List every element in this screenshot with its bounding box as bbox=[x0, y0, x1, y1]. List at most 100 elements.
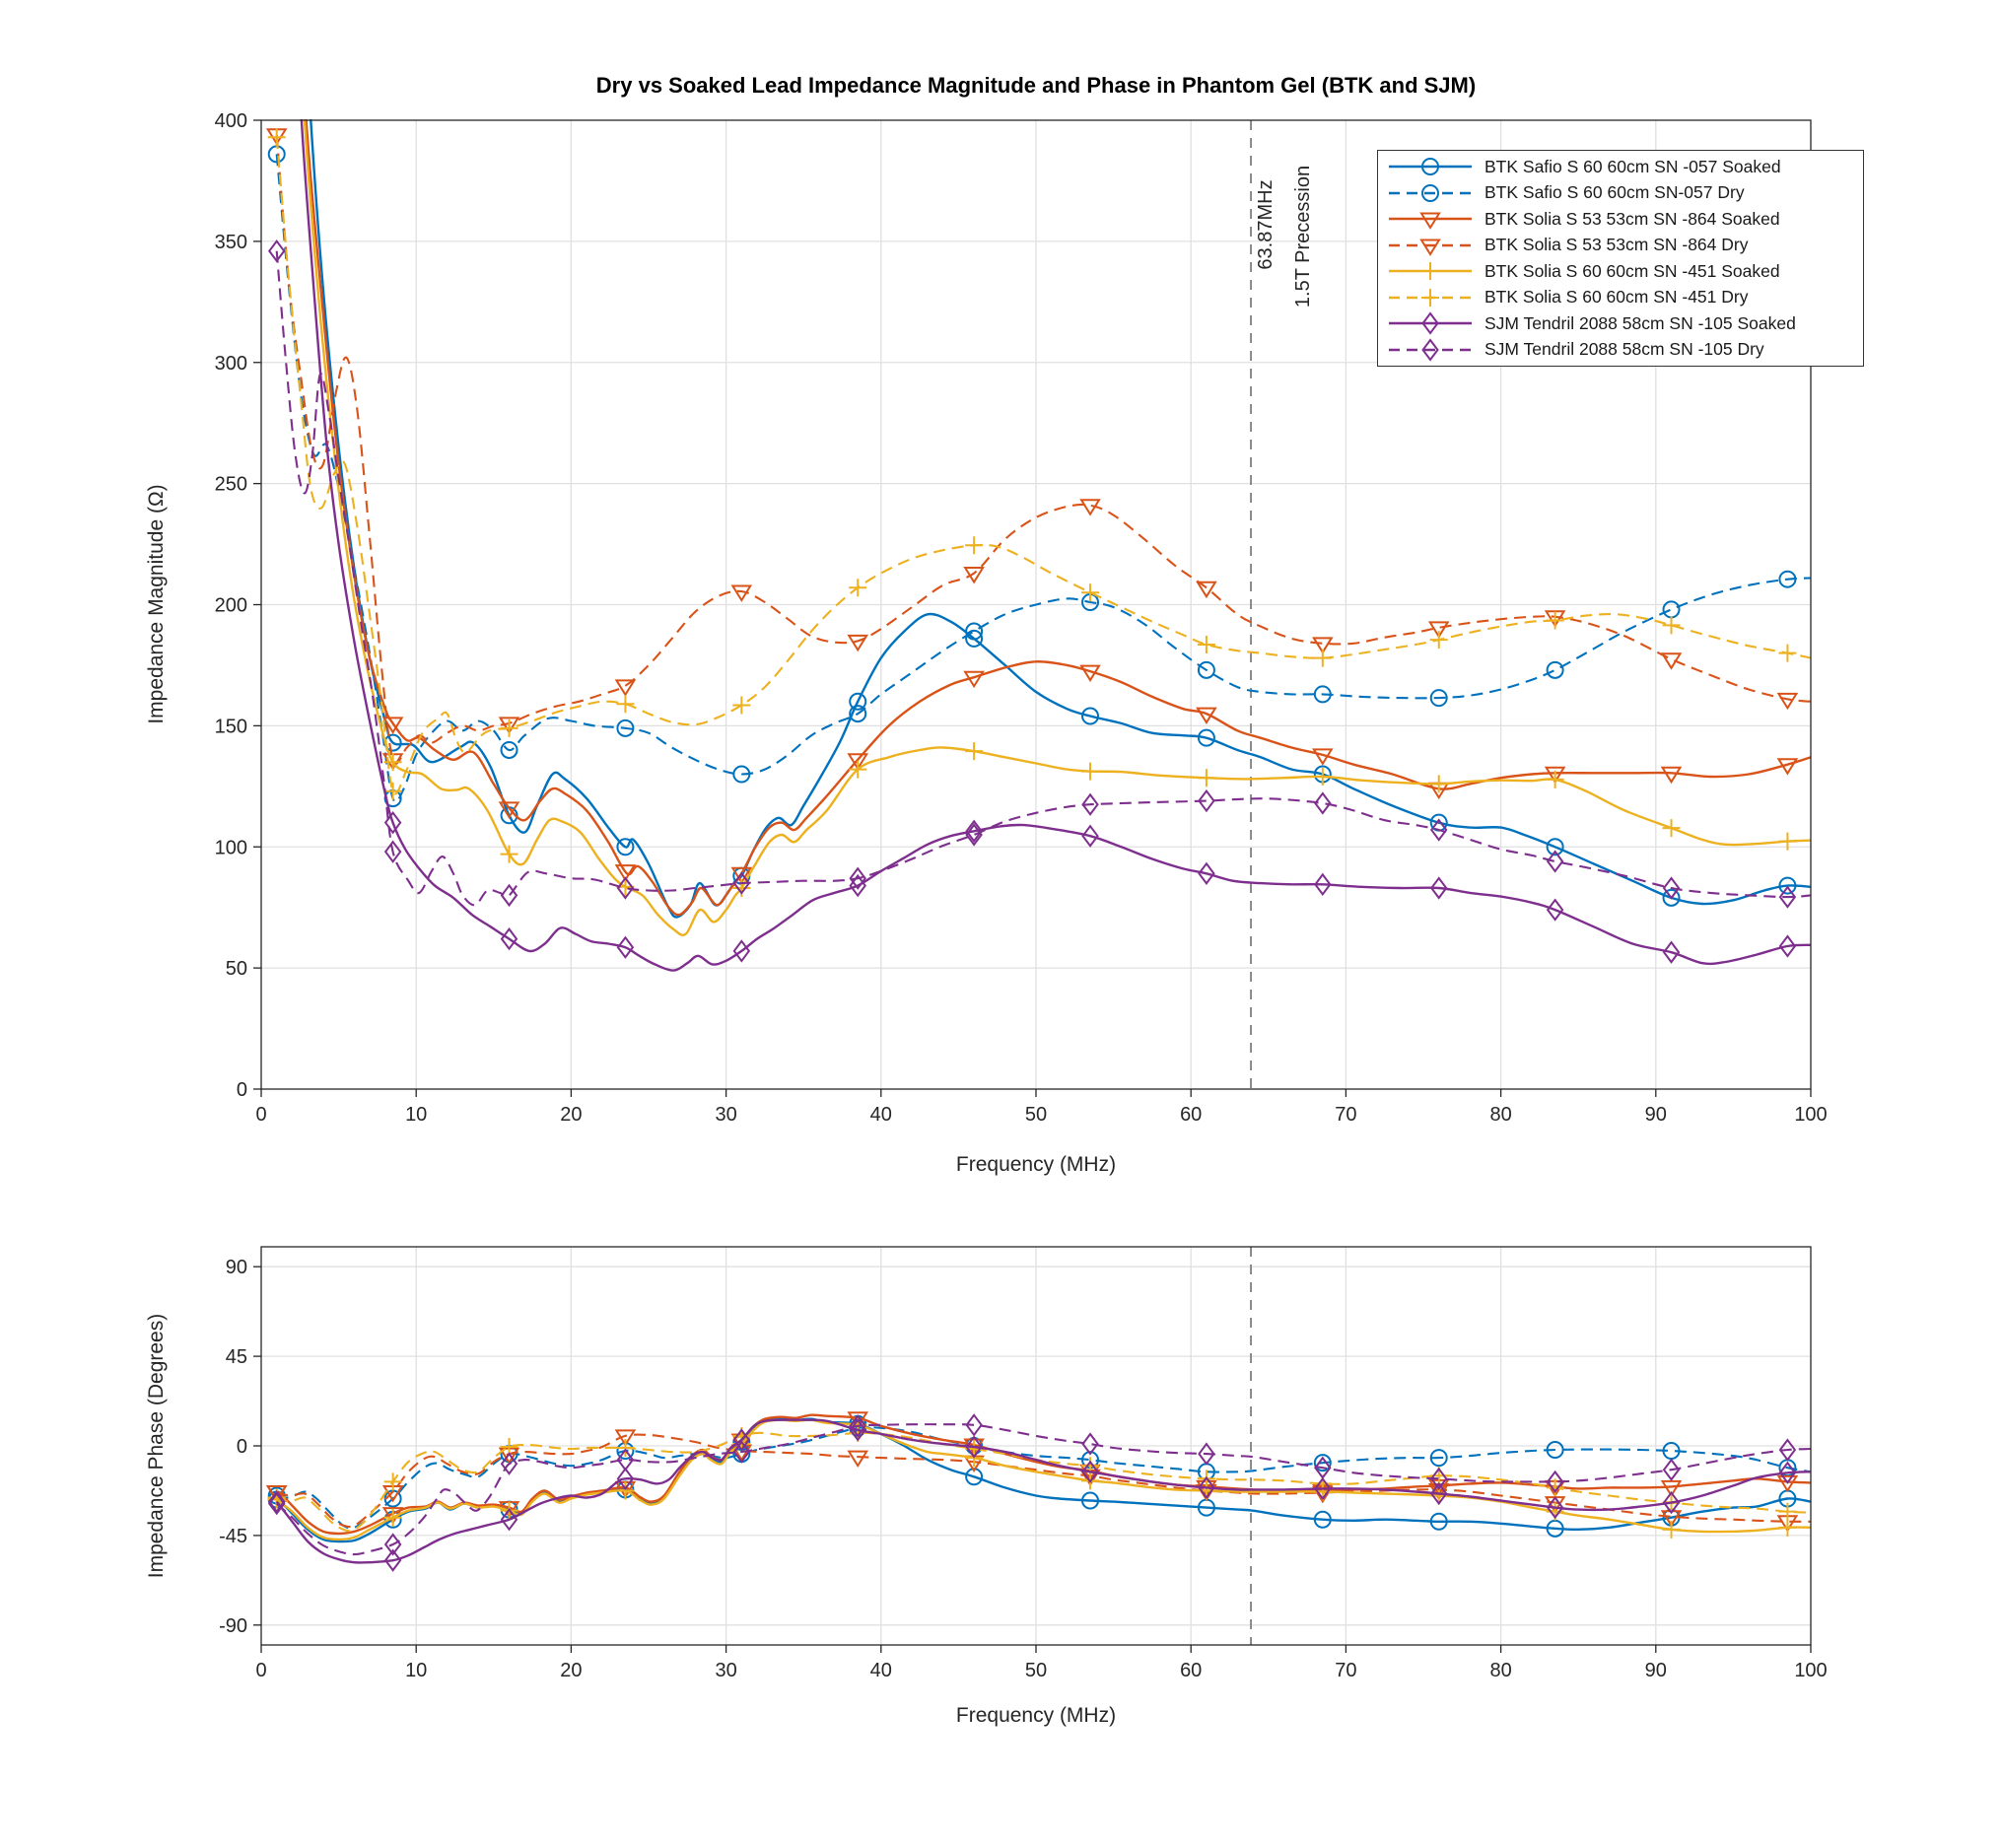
x-tick-label: 100 bbox=[1794, 1660, 1827, 1681]
circle-marker-icon bbox=[1546, 1441, 1564, 1460]
circle-marker-icon bbox=[965, 629, 984, 648]
series-tendril105_dry-phase bbox=[267, 1413, 1812, 1556]
triangle-marker-icon bbox=[1312, 637, 1334, 654]
y-tick-label: 50 bbox=[226, 958, 247, 980]
y-tick-label: 150 bbox=[215, 716, 247, 737]
x-tick-label: 100 bbox=[1794, 1104, 1827, 1126]
plus-marker-icon bbox=[616, 1439, 635, 1458]
y-tick-label: 0 bbox=[237, 1436, 247, 1458]
plus-marker-icon bbox=[1778, 644, 1797, 662]
series-markers bbox=[267, 1423, 1797, 1521]
plus-marker-icon bbox=[500, 719, 518, 737]
y-tick-label: -45 bbox=[219, 1526, 247, 1547]
diamond-marker-icon bbox=[1429, 818, 1448, 842]
x-tick-label: 80 bbox=[1489, 1104, 1511, 1126]
triangle-marker-icon bbox=[1776, 1474, 1799, 1493]
diamond-marker-icon bbox=[1662, 1458, 1681, 1481]
triangle-marker-icon bbox=[1419, 239, 1441, 256]
plus-marker-icon bbox=[732, 696, 751, 715]
x-tick-label: 80 bbox=[1489, 1660, 1511, 1681]
series-safio057_dry-magnitude bbox=[267, 145, 1812, 808]
circle-marker-icon bbox=[1429, 1512, 1448, 1531]
circle-marker-icon bbox=[1778, 876, 1797, 895]
diamond-marker-icon bbox=[1662, 1490, 1681, 1515]
tick-labels: 0 10 20 30 40 50 60 70 80 90 100 -90 -45 0 45 90 bbox=[219, 1257, 1828, 1681]
x-tick-label: 90 bbox=[1645, 1660, 1667, 1681]
legend-line-sample bbox=[1389, 311, 1472, 335]
circle-marker-icon bbox=[965, 622, 984, 641]
legend-item-label: BTK Solia S 53 53cm SN -864 Soaked bbox=[1484, 208, 1780, 229]
x-tick-label: 20 bbox=[560, 1660, 582, 1681]
series-line bbox=[275, 134, 1812, 765]
diamond-marker-icon bbox=[1662, 876, 1681, 900]
series-line bbox=[276, 1423, 1812, 1556]
diamond-marker-icon bbox=[383, 840, 402, 863]
diamond-marker-icon bbox=[1198, 1475, 1215, 1500]
triangle-marker-icon bbox=[963, 670, 985, 689]
gridlines bbox=[261, 1247, 1811, 1645]
circle-marker-icon bbox=[1662, 888, 1681, 907]
diamond-marker-icon bbox=[1546, 898, 1564, 922]
x-tick-label: 70 bbox=[1335, 1104, 1356, 1126]
x-tick-label: 0 bbox=[255, 1104, 266, 1126]
annotation-precession-label: 1.5T Precession bbox=[1292, 166, 1314, 308]
series-line bbox=[300, 119, 1812, 972]
series-markers bbox=[267, 1418, 1797, 1508]
diamond-marker-icon bbox=[616, 1448, 635, 1472]
diamond-marker-icon bbox=[849, 866, 866, 890]
y-tick-label: 200 bbox=[215, 595, 247, 617]
series-markers bbox=[267, 240, 1797, 909]
circle-marker-icon bbox=[1081, 1491, 1100, 1510]
plus-marker-icon bbox=[1778, 1502, 1797, 1521]
triangle-marker-icon bbox=[1079, 499, 1101, 516]
legend-line-sample bbox=[1389, 183, 1472, 202]
circle-marker-icon bbox=[732, 765, 751, 784]
series-markers bbox=[267, 145, 1797, 808]
series-line bbox=[303, 119, 1812, 936]
y-tick-label: 45 bbox=[226, 1346, 247, 1368]
chart-title: Dry vs Soaked Lead Impedance Magnitude a… bbox=[595, 73, 1477, 98]
diamond-marker-icon bbox=[383, 1533, 402, 1556]
legend-item: BTK Solia S 53 53cm SN -864 Soaked bbox=[1378, 207, 1863, 232]
diamond-marker-icon bbox=[267, 240, 286, 263]
diamond-marker-icon bbox=[965, 1435, 983, 1459]
diamond-marker-icon bbox=[1662, 940, 1681, 964]
circle-marker-icon bbox=[849, 692, 867, 711]
x-tick-label: 60 bbox=[1180, 1104, 1202, 1126]
phase-plot: 0 10 20 30 40 50 60 70 80 90 100 -90 -45 0 45 90 bbox=[219, 1246, 1828, 1681]
diamond-marker-icon bbox=[500, 883, 518, 908]
x-tick-label: 10 bbox=[405, 1104, 427, 1126]
y-tick-label: 0 bbox=[237, 1079, 247, 1101]
y-tick-label: 350 bbox=[215, 232, 247, 253]
y-tick-label: 400 bbox=[215, 110, 247, 132]
series-markers bbox=[267, 1413, 1797, 1556]
plus-marker-icon bbox=[1313, 649, 1332, 667]
x-tick-label: 50 bbox=[1025, 1660, 1047, 1681]
circle-marker-icon bbox=[849, 705, 867, 723]
triangle-marker-icon bbox=[1660, 652, 1683, 670]
x-tick-label: 70 bbox=[1335, 1660, 1356, 1681]
circle-marker-icon bbox=[1197, 660, 1215, 679]
phase-x-axis-label: Frequency (MHz) bbox=[955, 1704, 1117, 1727]
legend-item-label: BTK Solia S 60 60cm SN -451 Soaked bbox=[1484, 260, 1780, 281]
circle-marker-icon bbox=[1313, 1454, 1332, 1472]
diamond-marker-icon bbox=[500, 1452, 518, 1475]
diamond-marker-icon bbox=[616, 935, 635, 959]
diamond-marker-icon bbox=[1081, 824, 1099, 848]
diamond-marker-icon bbox=[1778, 934, 1797, 958]
diamond-marker-icon bbox=[383, 811, 402, 835]
diamond-marker-icon bbox=[1314, 872, 1332, 897]
legend-item: BTK Solia S 60 60cm SN -451 Dry bbox=[1378, 285, 1863, 309]
tick-labels: 0 10 20 30 40 50 60 70 80 90 100 0 50 100 150 200 250 300… bbox=[215, 110, 1828, 1126]
diamond-marker-icon bbox=[616, 876, 635, 900]
diamond-marker-icon bbox=[267, 1491, 286, 1516]
series-markers bbox=[267, 128, 1797, 800]
diamond-marker-icon bbox=[500, 1508, 518, 1532]
circle-marker-icon bbox=[1429, 689, 1448, 708]
x-tick-label: 20 bbox=[560, 1104, 582, 1126]
y-tick-label: 100 bbox=[215, 837, 247, 858]
diamond-marker-icon bbox=[965, 823, 983, 847]
plus-marker-icon bbox=[616, 695, 635, 714]
